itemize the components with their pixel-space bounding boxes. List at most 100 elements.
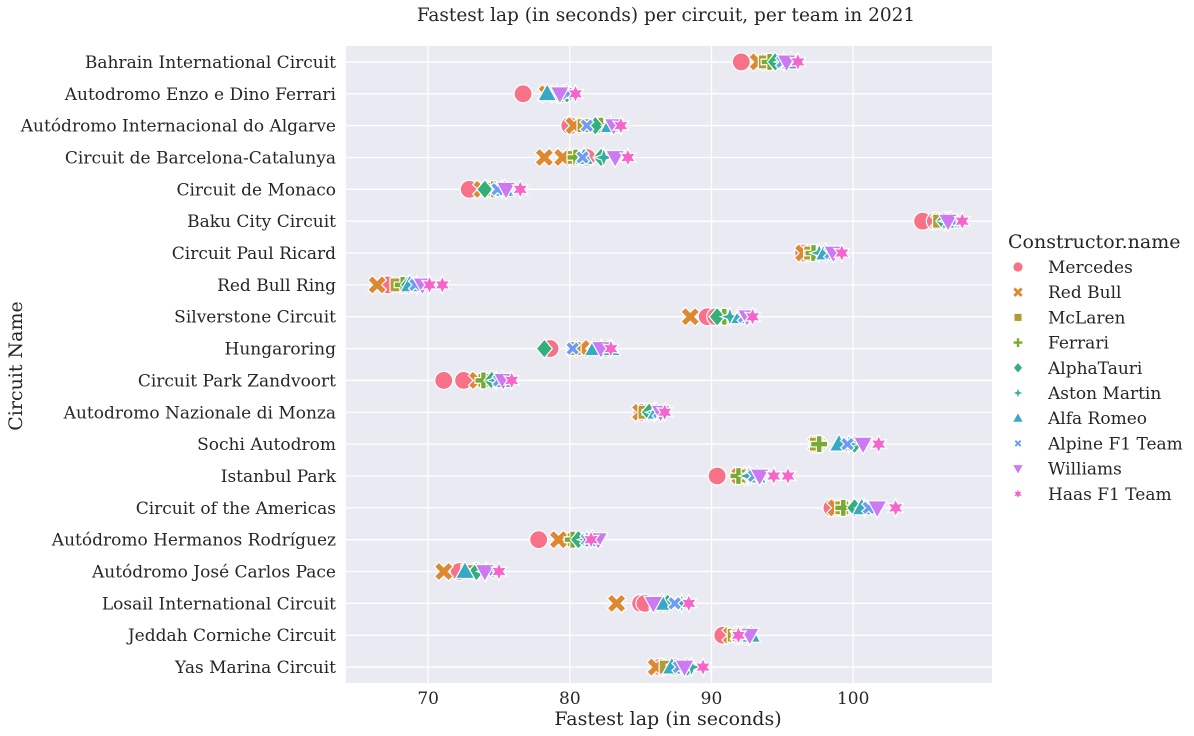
data-point-haas-f1-team bbox=[611, 115, 630, 137]
data-point-williams bbox=[549, 86, 571, 106]
data-point-williams bbox=[937, 213, 959, 233]
legend: Constructor.name Mercedes Red Bull McLaren… bbox=[1008, 231, 1183, 505]
x-tick-label: 100 bbox=[837, 689, 869, 709]
y-tick-label: Silverstone Circuit bbox=[174, 308, 336, 328]
data-point-williams bbox=[852, 436, 874, 456]
y-tick-label: Autódromo Internacional do Algarve bbox=[20, 117, 336, 137]
y-tick-label: Jeddah Corniche Circuit bbox=[126, 626, 336, 646]
data-point-mercedes bbox=[731, 52, 751, 72]
data-point-mercedes bbox=[513, 84, 533, 104]
data-point-red-bull bbox=[366, 274, 388, 296]
y-tick-label: Losail International Circuit bbox=[102, 594, 336, 614]
legend-marker bbox=[1013, 313, 1023, 322]
y-tick-label: Circuit Paul Ricard bbox=[172, 244, 336, 264]
legend-marker bbox=[1012, 261, 1024, 273]
data-point-alphatauri bbox=[708, 306, 726, 328]
y-tick-label: Circuit de Monaco bbox=[176, 180, 336, 200]
data-point-haas-f1-team bbox=[679, 592, 698, 614]
y-tick-label: Sochi Autodrom bbox=[197, 435, 336, 455]
data-point-alpine-f1-team bbox=[666, 595, 683, 612]
data-point-williams bbox=[604, 149, 626, 169]
legend-marker bbox=[1013, 488, 1023, 500]
data-point-alfa-romeo bbox=[536, 82, 558, 102]
legend-label: Williams bbox=[1048, 460, 1122, 480]
data-point-haas-f1-team bbox=[618, 146, 637, 168]
legend-label: McLaren bbox=[1048, 308, 1126, 328]
data-point-mercedes bbox=[529, 530, 549, 550]
y-tick-label: Istanbul Park bbox=[221, 467, 337, 487]
data-point-ferrari bbox=[834, 498, 853, 517]
x-tick-label: 90 bbox=[701, 689, 723, 709]
y-tick-label: Bahrain International Circuit bbox=[85, 53, 336, 73]
data-point-alphatauri bbox=[535, 338, 554, 360]
y-tick-label: Circuit de Barcelona-Catalunya bbox=[65, 148, 336, 168]
data-point-haas-f1-team bbox=[953, 210, 972, 232]
data-point-alphatauri bbox=[476, 178, 494, 200]
chart-title: Fastest lap (in seconds) per circuit, pe… bbox=[417, 5, 915, 26]
y-tick-label: Circuit of the Americas bbox=[136, 499, 336, 519]
data-point-haas-f1-team bbox=[420, 274, 439, 296]
y-axis-title: Circuit Name bbox=[5, 301, 27, 431]
data-point-haas-f1-team bbox=[582, 529, 601, 551]
data-point-red-bull bbox=[534, 147, 555, 168]
y-tick-label: Autódromo Hermanos Rodríguez bbox=[51, 531, 336, 551]
data-point-alpine-f1-team bbox=[839, 436, 856, 452]
legend-label: Red Bull bbox=[1048, 283, 1121, 303]
data-point-williams bbox=[474, 563, 496, 583]
y-tick-label: Baku City Circuit bbox=[187, 212, 336, 232]
data-point-alpine-f1-team bbox=[574, 149, 591, 166]
data-point-haas-f1-team bbox=[655, 401, 674, 423]
y-tick-label: Autodromo Enzo e Dino Ferrari bbox=[64, 85, 337, 105]
data-point-red-bull bbox=[680, 306, 701, 327]
data-point-williams bbox=[642, 595, 664, 615]
data-point-mercedes bbox=[707, 466, 727, 486]
data-point-alpine-f1-team bbox=[564, 340, 581, 357]
data-point-haas-f1-team bbox=[764, 465, 783, 487]
data-point-red-bull bbox=[606, 593, 627, 614]
data-point-haas-f1-team bbox=[489, 561, 509, 583]
legend-marker bbox=[1013, 362, 1023, 374]
x-tick-label: 70 bbox=[417, 689, 439, 709]
data-point-red-bull bbox=[433, 561, 454, 582]
data-point-haas-f1-team bbox=[601, 338, 620, 360]
y-tick-label: Circuit Park Zandvoort bbox=[138, 371, 336, 391]
legend-label: AlphaTauri bbox=[1047, 359, 1143, 379]
legend-marker bbox=[1011, 386, 1025, 400]
legend-marker bbox=[1013, 337, 1023, 348]
legend-label: Ferrari bbox=[1048, 334, 1109, 354]
data-point-alfa-romeo bbox=[454, 560, 476, 580]
data-point-haas-f1-team bbox=[886, 497, 905, 519]
y-tick-label: Red Bull Ring bbox=[217, 276, 336, 296]
data-point-williams bbox=[866, 500, 888, 520]
legend-marker bbox=[1013, 439, 1023, 448]
legend-label: Mercedes bbox=[1048, 258, 1133, 278]
data-point-williams bbox=[749, 468, 771, 488]
legend-marker bbox=[1012, 286, 1024, 298]
y-tick-label: Autódromo José Carlos Pace bbox=[91, 563, 336, 583]
data-point-haas-f1-team bbox=[729, 624, 748, 646]
data-point-haas-f1-team bbox=[566, 83, 585, 105]
data-point-red-bull bbox=[548, 529, 569, 550]
x-tick-label: 80 bbox=[559, 689, 581, 709]
y-tick-label: Autodromo Nazionale di Monza bbox=[63, 403, 336, 423]
data-point-haas-f1-team bbox=[511, 178, 530, 200]
data-point-haas-f1-team bbox=[693, 656, 713, 678]
legend-marker bbox=[1012, 464, 1024, 475]
legend-marker bbox=[1012, 412, 1024, 423]
plot-area bbox=[346, 46, 992, 683]
data-point-williams bbox=[674, 659, 696, 679]
y-tick-label: Hungaroring bbox=[225, 340, 337, 360]
legend-title: Constructor.name bbox=[1008, 231, 1181, 253]
x-axis-title: Fastest lap (in seconds) bbox=[554, 708, 781, 730]
data-point-williams bbox=[495, 181, 517, 201]
data-point-haas-f1-team bbox=[743, 306, 762, 328]
data-point-mercedes bbox=[434, 370, 454, 391]
data-point-haas-f1-team bbox=[869, 433, 888, 455]
legend-label: Aston Martin bbox=[1047, 384, 1161, 404]
data-point-haas-f1-team bbox=[832, 242, 851, 264]
legend-label: Haas F1 Team bbox=[1048, 485, 1172, 505]
y-tick-label: Yas Marina Circuit bbox=[174, 658, 336, 678]
data-point-haas-f1-team bbox=[502, 369, 521, 391]
data-point-alpine-f1-team bbox=[578, 117, 595, 134]
